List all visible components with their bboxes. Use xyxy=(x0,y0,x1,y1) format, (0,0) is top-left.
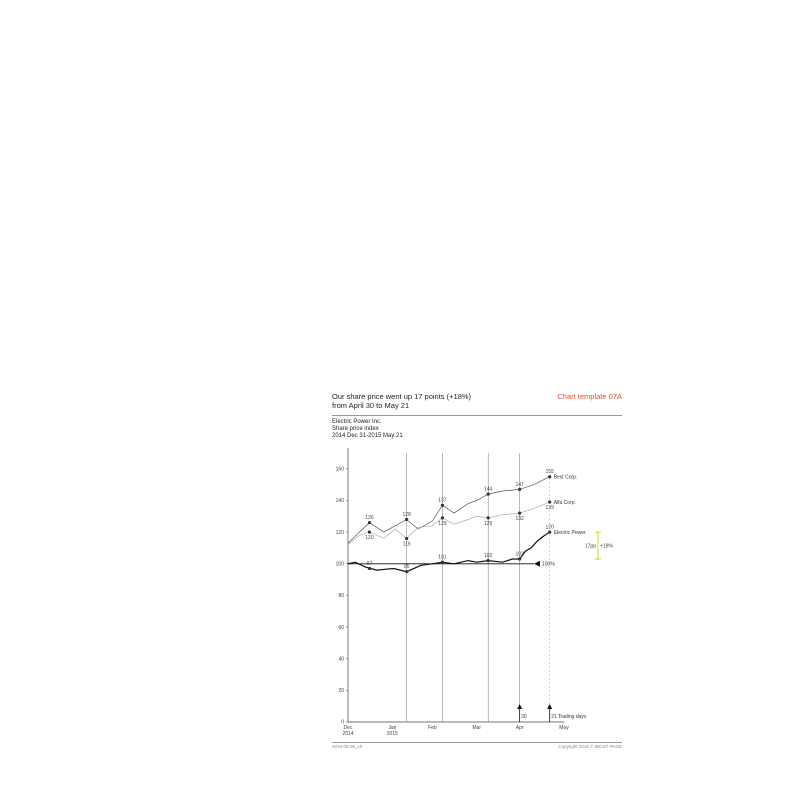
y-tick-label: 20 xyxy=(338,688,344,694)
series-name: Best Corp. xyxy=(554,475,578,481)
baseline-label: 100% xyxy=(542,562,555,568)
x-tick-label: Jan xyxy=(388,725,396,731)
data-point xyxy=(367,566,372,571)
x-tick-sublabel: 2014 xyxy=(342,731,353,737)
series-name: Electric Power xyxy=(554,530,586,536)
data-point xyxy=(440,560,445,564)
data-label: 103 xyxy=(515,552,524,558)
delta-abs-label: 17pp xyxy=(585,543,596,549)
series-line xyxy=(347,531,551,573)
y-tick-label: 100 xyxy=(336,561,345,567)
data-point xyxy=(518,557,522,561)
title-line-2: from April 30 to May 21 xyxy=(332,401,410,410)
x-tick-label: Apr xyxy=(516,725,524,731)
data-point xyxy=(548,475,552,479)
x-tick-label: Dec xyxy=(344,725,353,731)
data-label: 129 xyxy=(484,521,493,527)
data-point xyxy=(440,503,445,507)
data-point xyxy=(518,487,522,491)
data-label: 120 xyxy=(365,535,374,541)
event-marker-label: 21 xyxy=(551,714,557,720)
data-label: 102 xyxy=(484,553,493,559)
metric-name: Share price index xyxy=(332,426,379,433)
period-label: 2014 Dec 31-2015 May 21 xyxy=(332,433,403,440)
data-label: 155 xyxy=(546,469,555,475)
y-tick-label: 140 xyxy=(336,498,345,504)
event-axis-label: Trading days xyxy=(558,714,587,720)
x-tick-label: Mar xyxy=(472,725,481,731)
x-tick-label: Feb xyxy=(428,725,437,731)
data-point xyxy=(367,521,372,525)
y-tick-label: 160 xyxy=(336,467,345,473)
title-line-1: Our share price went up 17 points (+18%) xyxy=(332,392,472,401)
delta-rel-label: +18% xyxy=(600,543,613,549)
baseline-arrow xyxy=(533,560,540,567)
x-tick-sublabel: 2015 xyxy=(387,731,398,737)
data-point xyxy=(486,492,490,496)
y-tick-label: 60 xyxy=(338,625,344,631)
data-label: 120 xyxy=(546,525,555,531)
series-name: Alfa Corp. xyxy=(554,500,576,506)
chart-subtitle: Electric Power Inc. Share price index 20… xyxy=(332,419,403,441)
data-point xyxy=(405,536,409,541)
data-label: 97 xyxy=(367,561,373,567)
template-tag: Chart template 07A xyxy=(557,392,622,401)
data-label: 139 xyxy=(546,505,555,511)
data-point xyxy=(405,517,409,522)
data-point xyxy=(548,530,552,534)
company-name: Electric Power Inc. xyxy=(332,419,382,425)
data-point xyxy=(486,516,490,520)
data-label: 95 xyxy=(404,564,410,570)
event-marker-label: 30 xyxy=(521,714,527,720)
title-divider xyxy=(332,415,622,416)
y-tick-label: 0 xyxy=(341,720,344,726)
footer-right: Copyright 2015 © IBCS® PAGE xyxy=(558,744,622,749)
data-point xyxy=(440,516,445,520)
chart-panel: Our share price went up 17 points (+18%)… xyxy=(332,388,622,754)
event-marker-arrow xyxy=(517,704,523,709)
data-point xyxy=(367,530,372,534)
footer-left: 2015-05-05_ch xyxy=(332,744,363,749)
data-label: 147 xyxy=(515,482,524,488)
event-marker-arrow xyxy=(547,704,553,709)
y-tick-label: 40 xyxy=(338,656,344,662)
footer-divider xyxy=(332,742,622,743)
data-label: 101 xyxy=(438,555,447,561)
x-tick-label: May xyxy=(559,725,569,731)
data-point xyxy=(518,511,522,515)
y-tick-label: 120 xyxy=(336,530,345,536)
data-label: 129 xyxy=(438,521,447,527)
data-label: 144 xyxy=(484,487,493,493)
data-label: 132 xyxy=(515,516,524,522)
chart-title: Our share price went up 17 points (+18%)… xyxy=(332,392,471,410)
data-point xyxy=(548,500,552,504)
data-point xyxy=(405,570,409,574)
data-label: 137 xyxy=(438,498,447,504)
data-point xyxy=(486,559,490,563)
data-label: 126 xyxy=(365,515,374,521)
data-label: 116 xyxy=(403,541,411,547)
y-tick-label: 80 xyxy=(338,593,344,599)
data-label: 128 xyxy=(402,512,411,518)
